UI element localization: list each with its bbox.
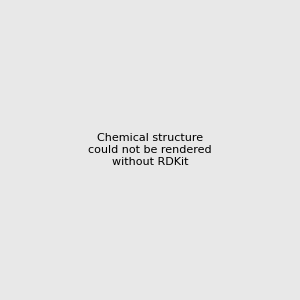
Text: Chemical structure
could not be rendered
without RDKit: Chemical structure could not be rendered…: [88, 134, 212, 166]
